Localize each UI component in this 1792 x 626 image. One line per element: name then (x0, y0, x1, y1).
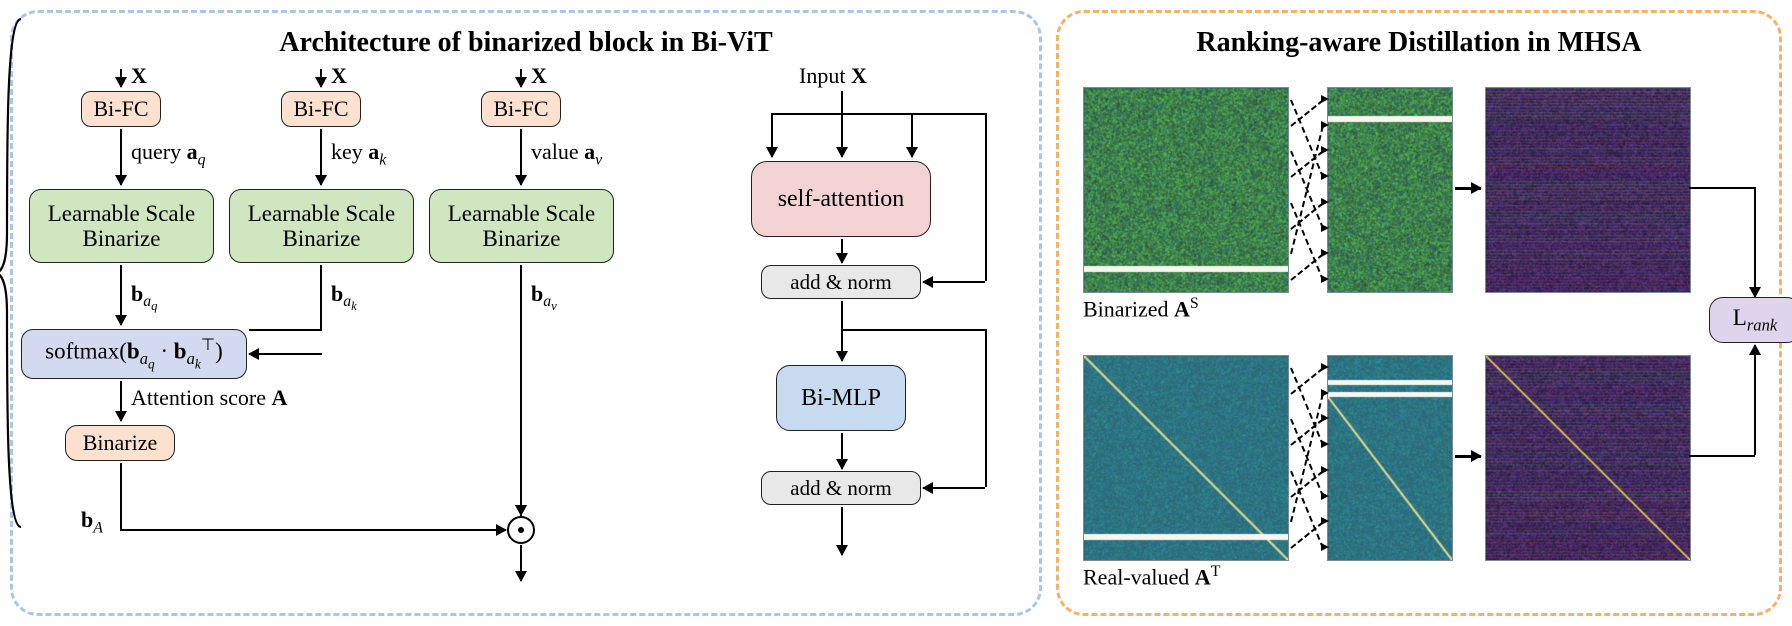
arrow-head (1321, 198, 1329, 206)
heatmap (1485, 87, 1691, 293)
v-label: value av (531, 139, 602, 169)
arrow-icon (520, 265, 522, 515)
x-label: X (531, 63, 547, 89)
arrow-head (1321, 492, 1329, 500)
bimlp-box: Bi-MLP (776, 365, 906, 431)
arrow-head (1321, 389, 1329, 397)
arrow-icon (520, 129, 522, 185)
arrow-icon (120, 69, 122, 87)
arrow-icon (1455, 455, 1481, 458)
arrow-icon (120, 129, 122, 185)
arrow-head (1321, 363, 1329, 371)
arch-wrap: X X X Bi-FC Bi-FC Bi-FC query aq key ak … (31, 67, 691, 587)
x-label: X (131, 63, 147, 89)
q-label: query aq (131, 139, 206, 169)
arrow-head (1321, 275, 1329, 283)
x-label: X (331, 63, 347, 89)
arrow-head (1321, 466, 1329, 474)
heatmap (1327, 87, 1453, 293)
addnorm2: add & norm (761, 471, 921, 505)
arrow-head (1321, 121, 1329, 129)
bav-label: bav (531, 281, 557, 315)
lsb-q: Learnable Scale Binarize (29, 189, 214, 263)
arrow-icon (120, 381, 122, 421)
lsb-k: Learnable Scale Binarize (229, 189, 414, 263)
arrow-icon (841, 433, 843, 469)
bak-label: bak (331, 281, 357, 315)
mapping-dash (1290, 393, 1324, 522)
brace-icon (0, 13, 27, 533)
arrow-icon (320, 69, 322, 87)
left-panel: Architecture of binarized block in Bi-Vi… (10, 10, 1042, 616)
arrow-icon (520, 69, 522, 87)
heatmap (1083, 355, 1289, 561)
line (985, 113, 987, 281)
lrank-box: Lrank (1709, 297, 1792, 343)
arrow-icon (841, 507, 843, 555)
addnorm1: add & norm (761, 265, 921, 299)
arrow-head (1321, 440, 1329, 448)
line (249, 329, 322, 331)
right-title: Ranking-aware Distillation in MHSA (1077, 27, 1761, 59)
arrow-icon (923, 281, 985, 283)
inputX-label: Input X (799, 63, 867, 89)
cap-binarized: Binarized AS (1083, 295, 1199, 322)
k-label: key ak (331, 139, 386, 169)
elementwise-mul-icon (507, 516, 535, 544)
connector-line (1754, 345, 1756, 455)
left-title: Architecture of binarized block in Bi-Vi… (31, 27, 1021, 59)
arrow-head (1321, 95, 1329, 103)
block-wrap: Input X self-attention add & norm Bi-MLP (691, 67, 1021, 587)
left-body: X X X Bi-FC Bi-FC Bi-FC query aq key ak … (31, 67, 1021, 587)
connector-line (1689, 455, 1755, 457)
arrow-icon (841, 239, 843, 263)
arrow-head (1321, 172, 1329, 180)
arrow-head (1321, 543, 1329, 551)
arrow-head (1321, 224, 1329, 232)
line (771, 113, 985, 115)
arrow-icon (120, 265, 122, 325)
baq-label: baq (131, 281, 158, 315)
bA-label: bA (81, 507, 103, 537)
lsb-v: Learnable Scale Binarize (429, 189, 614, 263)
heatmap (1485, 355, 1691, 561)
line (320, 265, 322, 329)
connector-line (1689, 187, 1755, 189)
arrow-head (1321, 146, 1329, 154)
arrow-icon (520, 545, 522, 581)
arrow-icon (1455, 187, 1481, 190)
arrow-head (1321, 414, 1329, 422)
arrow-icon (841, 301, 843, 361)
heatmap (1327, 355, 1453, 561)
right-panel: Ranking-aware Distillation in MHSA Lrank… (1056, 10, 1782, 616)
arrow-head (1321, 517, 1329, 525)
bifc-k: Bi-FC (281, 91, 361, 127)
attn-score-label: Attention score A (131, 385, 287, 411)
arrow-head (1321, 249, 1329, 257)
line (120, 463, 122, 529)
softmax-box: softmax(baq · bak⊤) (21, 329, 247, 379)
mapping-dash (1290, 125, 1324, 254)
arrow-icon (249, 353, 322, 355)
heatmap (1083, 87, 1289, 293)
line (841, 329, 985, 331)
arrow-icon (120, 529, 506, 531)
arrow-icon (923, 487, 985, 489)
arrow-icon (841, 113, 843, 157)
self-attention-box: self-attention (751, 161, 931, 237)
line (985, 329, 987, 487)
arrow-icon (911, 113, 913, 157)
cap-real: Real-valued AT (1083, 563, 1220, 590)
arrow-icon (320, 129, 322, 185)
binarize-box: Binarize (65, 425, 175, 461)
line (841, 91, 843, 113)
bifc-v: Bi-FC (481, 91, 561, 127)
arrow-icon (771, 113, 773, 157)
connector-line (1754, 187, 1756, 297)
bifc-q: Bi-FC (81, 91, 161, 127)
right-body: LrankBinarized ASReal-valued AT (1077, 67, 1761, 587)
